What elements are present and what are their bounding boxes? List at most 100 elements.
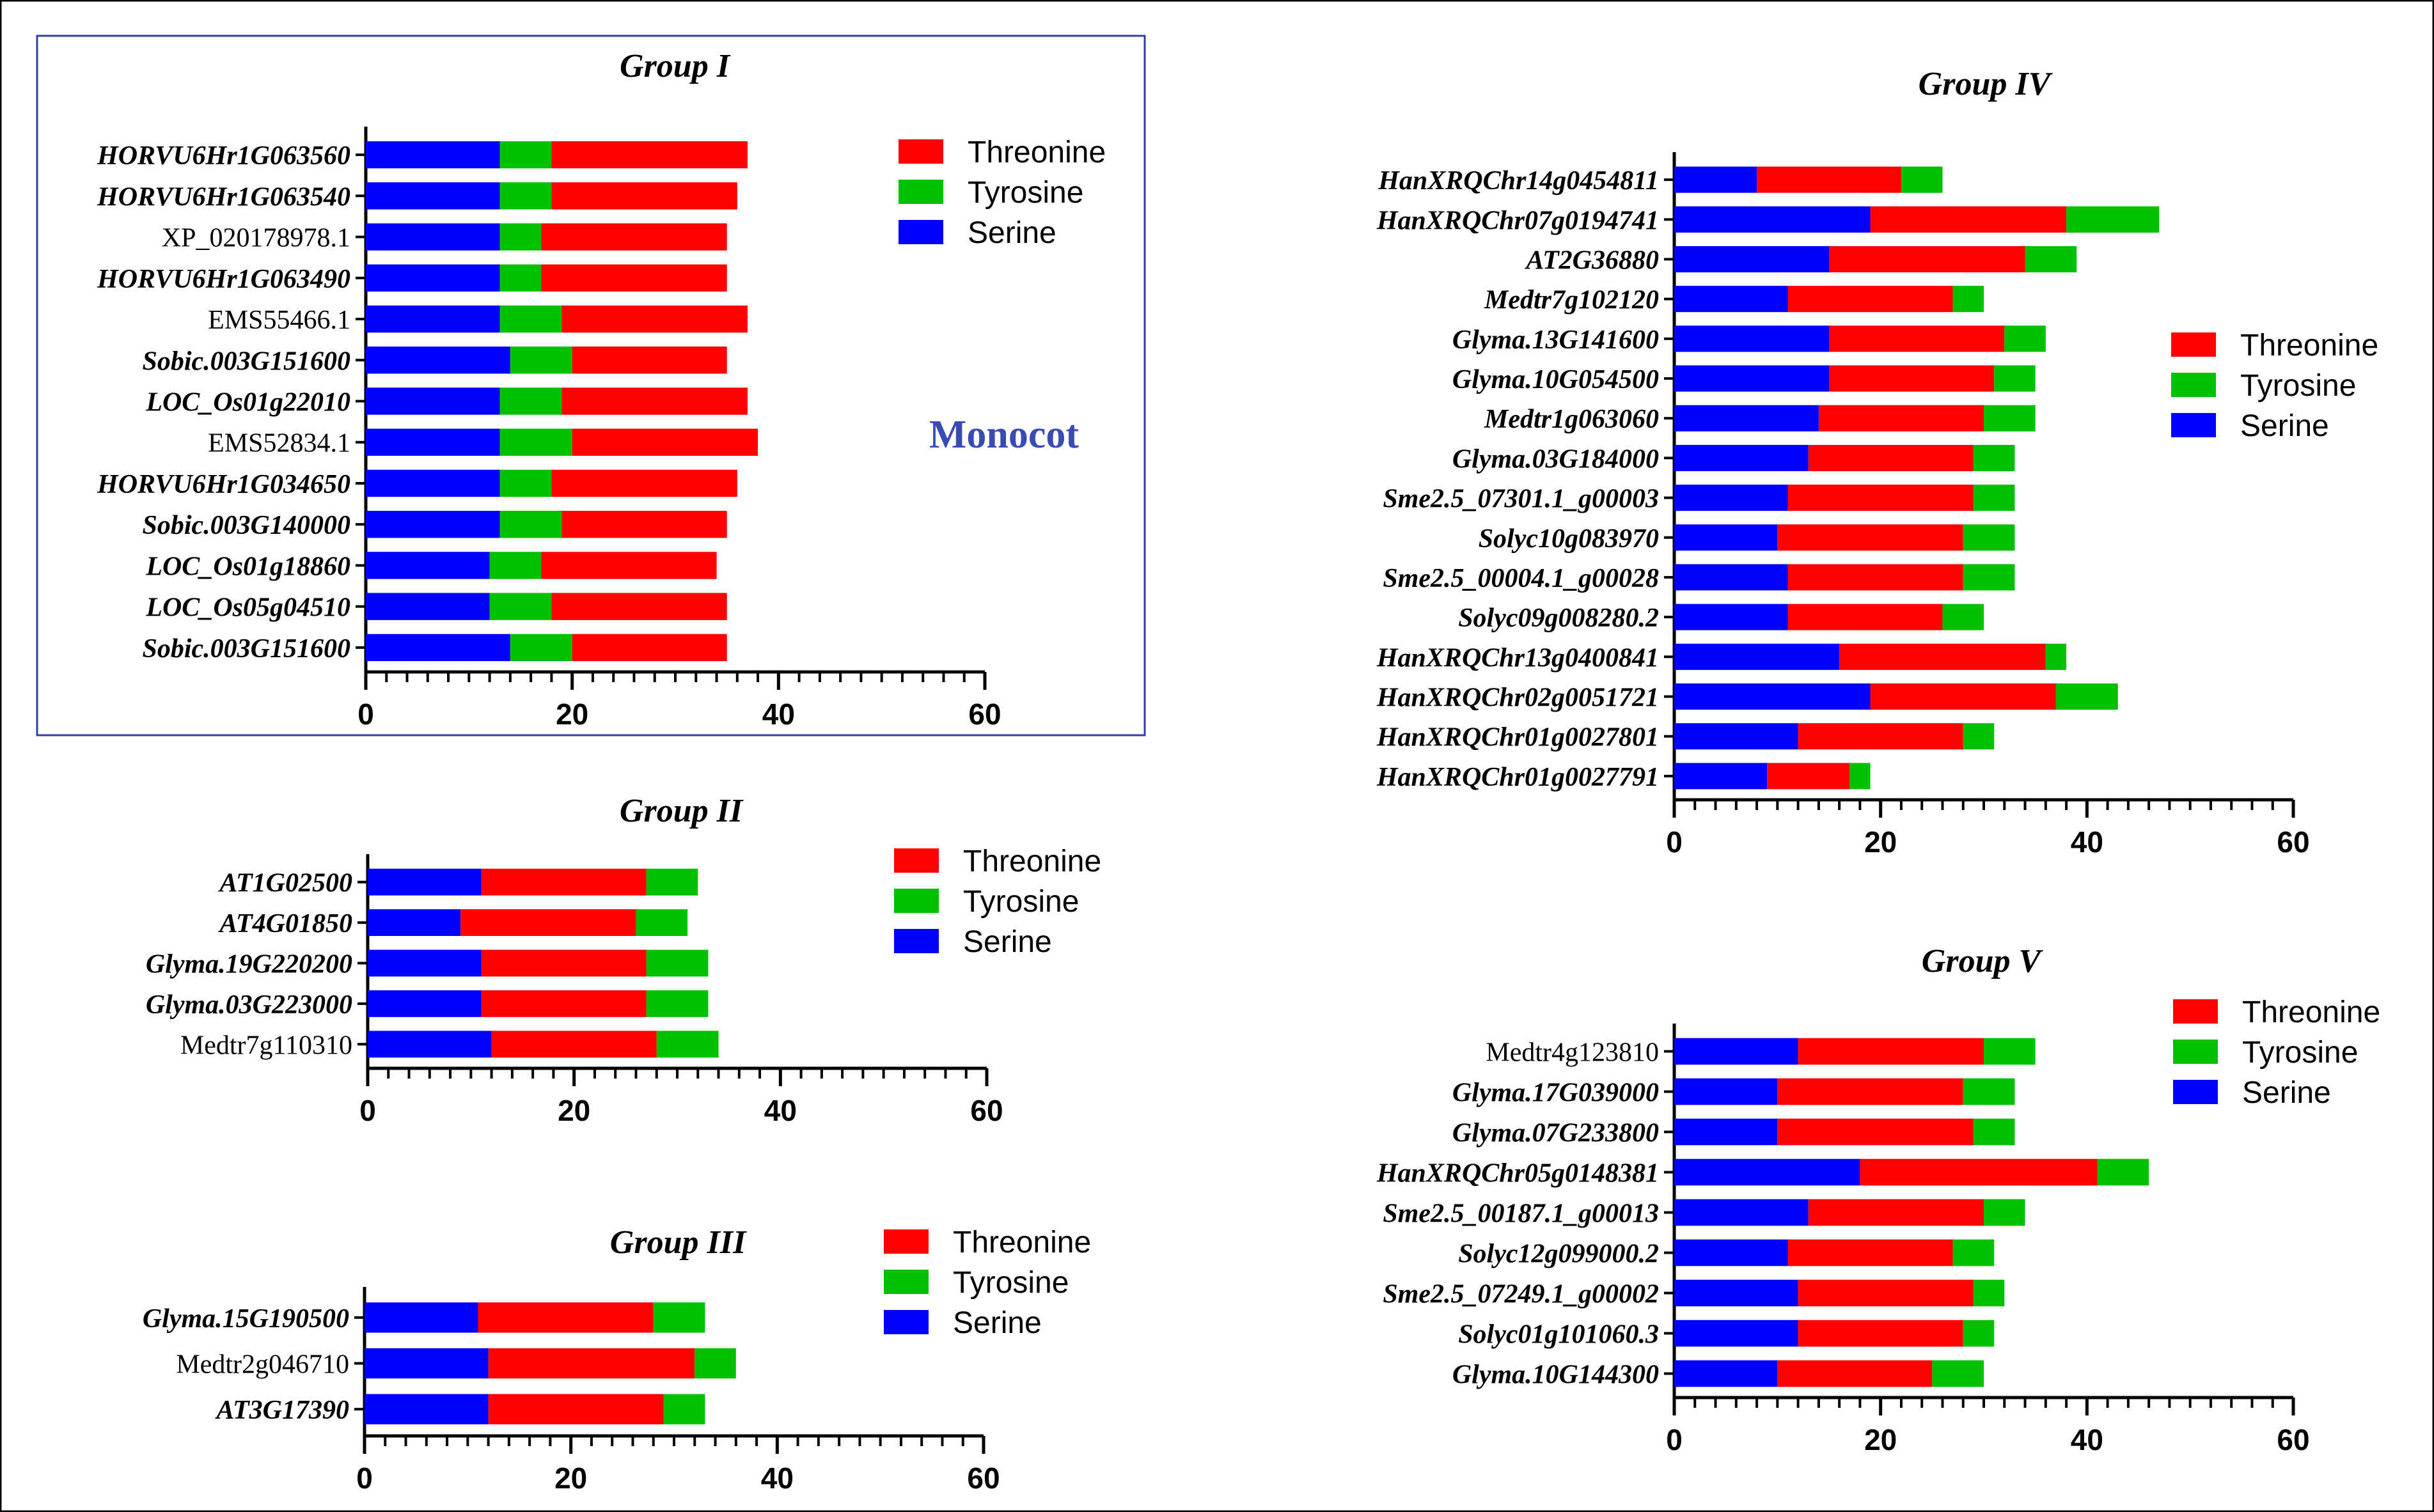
bar-threonine-sobic-003g140000 — [561, 510, 727, 538]
bar-tyrosine-horvu6hr1g063490 — [499, 264, 542, 292]
bar-serine-medtr2g046710 — [365, 1348, 489, 1379]
category-label-loc-os05g04510: LOC_Os05g04510 — [145, 593, 350, 623]
category-label-horvu6hr1g063540: HORVU6Hr1G063540 — [97, 182, 350, 212]
bar-threonine-hanxrqchr02g0051721 — [1870, 683, 2056, 710]
bar-serine-solyc10g083970 — [1674, 524, 1778, 551]
bar-threonine-xp-020178978-1 — [541, 223, 727, 251]
bar-threonine-medtr7g110310 — [491, 1031, 657, 1058]
group-ii-panel: Group II 0 20 40 60 AT1G02500 AT4G01850 Glyma.1… — [146, 793, 1101, 1127]
category-label-glyma-03g223000: Glyma.03G223000 — [146, 990, 352, 1020]
bar-serine-sobic-003g140000 — [366, 510, 500, 538]
bar-serine-sme2-5-07249-1-g00002 — [1674, 1279, 1798, 1307]
bar-threonine-hanxrqchr01g0027791 — [1767, 763, 1850, 790]
bar-serine-solyc12g099000-2 — [1674, 1239, 1788, 1266]
bar-threonine-horvu6hr1g034650 — [551, 469, 737, 497]
bar-threonine-hanxrqchr07g0194741 — [1870, 206, 2067, 233]
category-label-sobic-003g151600: Sobic.003G151600 — [143, 347, 351, 376]
legend-label-tyrosine: Tyrosine — [968, 176, 1083, 210]
bar-tyrosine-glyma-07g233800 — [1973, 1118, 2015, 1146]
x-tick-label: 40 — [2071, 825, 2103, 859]
bar-serine-glyma-10g054500 — [1674, 365, 1829, 392]
bar-serine-solyc09g008280-2 — [1674, 604, 1788, 630]
category-label-sobic-003g151600: Sobic.003G151600 — [143, 634, 351, 664]
x-tick-label: 0 — [356, 1461, 373, 1495]
bar-tyrosine-glyma-03g223000 — [646, 990, 709, 1017]
bar-threonine-loc-os01g18860 — [541, 552, 717, 579]
category-label-at4g01850: AT4G01850 — [217, 909, 352, 939]
bar-serine-glyma-10g144300 — [1674, 1360, 1778, 1387]
bar-serine-medtr7g102120 — [1674, 286, 1788, 313]
category-label-at3g17390: AT3G17390 — [214, 1396, 349, 1425]
group-i-panel: Group I Monocot 0 20 40 60 HORVU6Hr1G063560 HOR… — [97, 48, 1106, 731]
bar-threonine-ems52834-1 — [572, 428, 758, 456]
legend-swatch-tyrosine — [2173, 1040, 2218, 1064]
bar-serine-glyma-19g220200 — [368, 949, 482, 977]
bar-serine-hanxrqchr01g0027801 — [1674, 723, 1798, 750]
category-label-sme2-5-07249-1-g00002: Sme2.5_07249.1_g00002 — [1383, 1280, 1659, 1309]
legend-label-serine: Serine — [963, 925, 1052, 959]
bar-threonine-sme2-5-00004-1-g00028 — [1787, 564, 1963, 591]
bar-threonine-solyc01g101060-3 — [1798, 1320, 1963, 1347]
category-label-glyma-10g144300: Glyma.10G144300 — [1452, 1360, 1659, 1390]
legend-swatch-threonine — [2171, 332, 2216, 357]
legend-label-threonine: Threonine — [2240, 329, 2378, 362]
group-iv-panel: Group IV 0 20 40 60 HanXRQChr14g0454811 HanXRQ… — [1376, 66, 2378, 859]
bar-threonine-glyma-07g233800 — [1777, 1118, 1974, 1146]
bar-threonine-hanxrqchr14g0454811 — [1757, 166, 1901, 193]
bar-threonine-glyma-17g039000 — [1777, 1078, 1963, 1105]
legend-label-threonine: Threonine — [953, 1226, 1091, 1259]
bar-tyrosine-medtr1g063060 — [1984, 405, 2036, 432]
category-label-hanxrqchr01g0027791: HanXRQChr01g0027791 — [1376, 763, 1659, 792]
bar-serine-horvu6hr1g034650 — [366, 469, 500, 497]
bar-threonine-ems55466-1 — [561, 305, 748, 333]
legend-swatch-tyrosine — [894, 889, 939, 913]
category-label-ems52834-1: EMS52834.1 — [208, 429, 350, 458]
category-label-ems55466-1: EMS55466.1 — [208, 306, 350, 335]
bar-tyrosine-solyc10g083970 — [1963, 524, 2015, 551]
x-tick-label: 0 — [1666, 1423, 1683, 1456]
category-label-hanxrqchr01g0027801: HanXRQChr01g0027801 — [1376, 723, 1659, 752]
bar-tyrosine-loc-os05g04510 — [489, 593, 552, 620]
bar-threonine-glyma-19g220200 — [481, 949, 647, 977]
bar-serine-at2g36880 — [1674, 246, 1829, 272]
legend-label-serine: Serine — [968, 216, 1056, 250]
category-label-hanxrqchr13g0400841: HanXRQChr13g0400841 — [1376, 643, 1659, 673]
bar-tyrosine-sobic-003g151600 — [510, 634, 572, 662]
bar-tyrosine-glyma-17g039000 — [1963, 1078, 2015, 1105]
category-label-medtr1g063060: Medtr1g063060 — [1484, 405, 1659, 434]
bar-threonine-glyma-10g144300 — [1777, 1360, 1933, 1387]
bar-tyrosine-solyc12g099000-2 — [1952, 1239, 1995, 1266]
bar-threonine-glyma-03g184000 — [1808, 444, 1974, 471]
chart-annotation: Monocot — [929, 413, 1080, 456]
bar-serine-glyma-03g184000 — [1674, 444, 1809, 471]
bar-serine-glyma-15g190500 — [365, 1302, 478, 1333]
bar-serine-glyma-17g039000 — [1674, 1078, 1778, 1105]
legend-swatch-serine — [884, 1310, 929, 1334]
bar-threonine-loc-os05g04510 — [551, 593, 727, 620]
bar-tyrosine-glyma-10g054500 — [1994, 365, 2036, 392]
category-label-hanxrqchr02g0051721: HanXRQChr02g0051721 — [1376, 683, 1659, 713]
bar-serine-sobic-003g151600 — [366, 347, 510, 374]
bar-tyrosine-sme2-5-00004-1-g00028 — [1963, 564, 2015, 591]
category-label-glyma-17g039000: Glyma.17G039000 — [1452, 1079, 1659, 1108]
bar-tyrosine-hanxrqchr05g0148381 — [2097, 1158, 2149, 1186]
bar-serine-sobic-003g151600 — [366, 634, 510, 662]
bar-threonine-sobic-003g151600 — [572, 347, 727, 374]
category-label-solyc12g099000-2: Solyc12g099000.2 — [1458, 1240, 1659, 1269]
bar-tyrosine-medtr2g046710 — [695, 1348, 736, 1379]
bar-tyrosine-medtr4g123810 — [1984, 1038, 2036, 1065]
bar-tyrosine-medtr7g110310 — [656, 1031, 719, 1058]
legend-swatch-tyrosine — [2171, 373, 2216, 397]
bar-tyrosine-solyc01g101060-3 — [1963, 1320, 1995, 1347]
bar-serine-sme2-5-07301-1-g00003 — [1674, 485, 1788, 511]
group-v-panel: Group V 0 20 40 60 Medtr4g123810 Glyma.17G0390… — [1376, 943, 2380, 1456]
bar-tyrosine-hanxrqchr01g0027801 — [1963, 723, 1995, 750]
bar-threonine-hanxrqchr05g0148381 — [1860, 1158, 2098, 1186]
x-tick-label: 20 — [554, 1461, 587, 1495]
legend-label-threonine: Threonine — [963, 845, 1101, 878]
bar-tyrosine-sme2-5-00187-1-g00013 — [1984, 1199, 2025, 1226]
x-tick-label: 60 — [970, 1094, 1003, 1127]
bar-serine-horvu6hr1g063560 — [366, 141, 500, 169]
category-label-hanxrqchr05g0148381: HanXRQChr05g0148381 — [1376, 1159, 1659, 1189]
legend-label-tyrosine: Tyrosine — [953, 1266, 1069, 1300]
